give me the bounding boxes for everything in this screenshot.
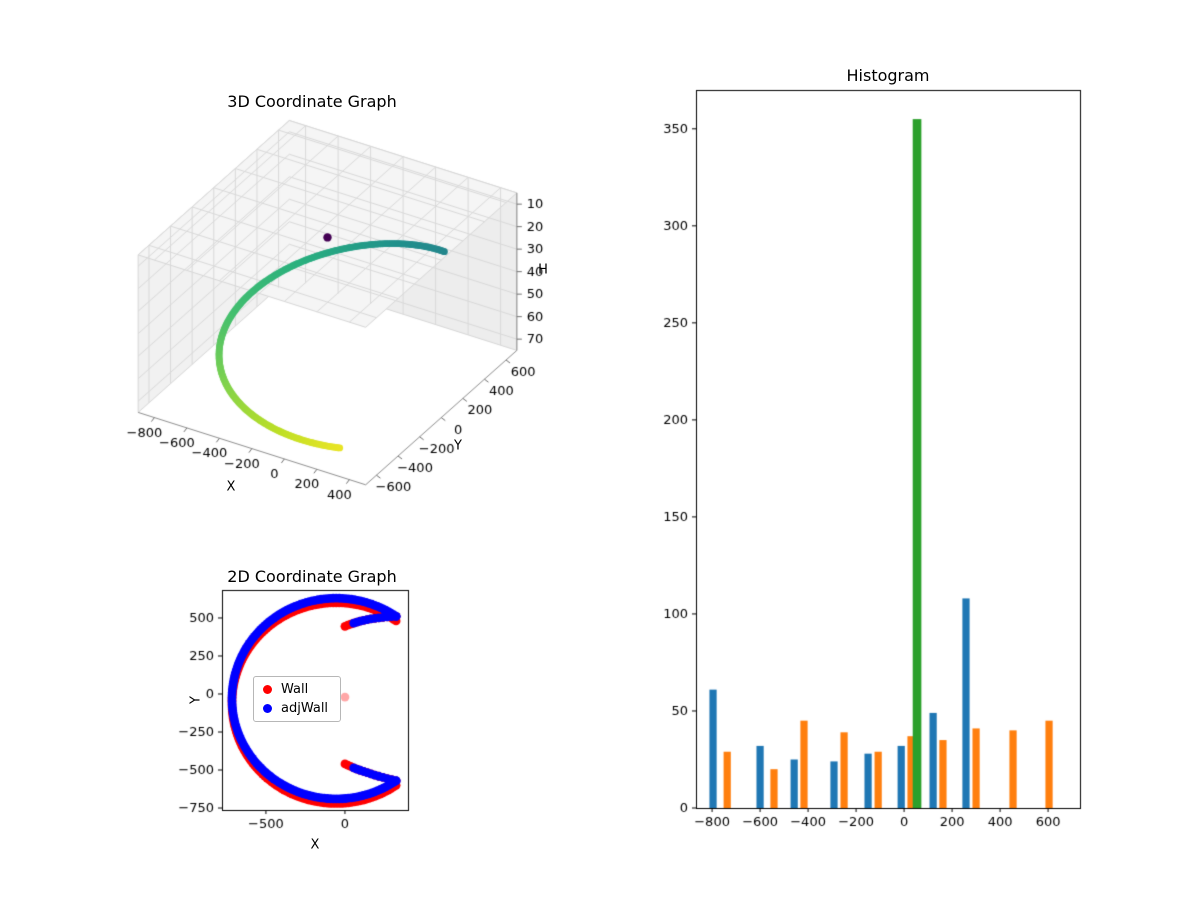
legend-label-adjwall: adjWall — [281, 701, 329, 716]
plot3d-xaxis-label: X — [226, 479, 236, 495]
plot2d-title: 2D Coordinate Graph — [227, 567, 397, 586]
legend-item-wall: Wall — [263, 682, 328, 697]
legend-label-wall: Wall — [281, 682, 309, 697]
plot3d-yaxis-label: Y — [454, 438, 462, 454]
adjwall-marker-icon — [263, 704, 272, 713]
plot3d-title: 3D Coordinate Graph — [227, 92, 397, 111]
plot2d-yaxis-label: Y — [188, 696, 204, 704]
histogram-title: Histogram — [846, 66, 930, 85]
legend-item-adjwall: adjWall — [263, 701, 328, 716]
wall-marker-icon — [263, 685, 272, 694]
plot2d-legend: Wall adjWall — [253, 676, 342, 722]
plot2d-xaxis-label: X — [310, 837, 320, 853]
plot3d-haxis-label: H — [538, 262, 548, 278]
